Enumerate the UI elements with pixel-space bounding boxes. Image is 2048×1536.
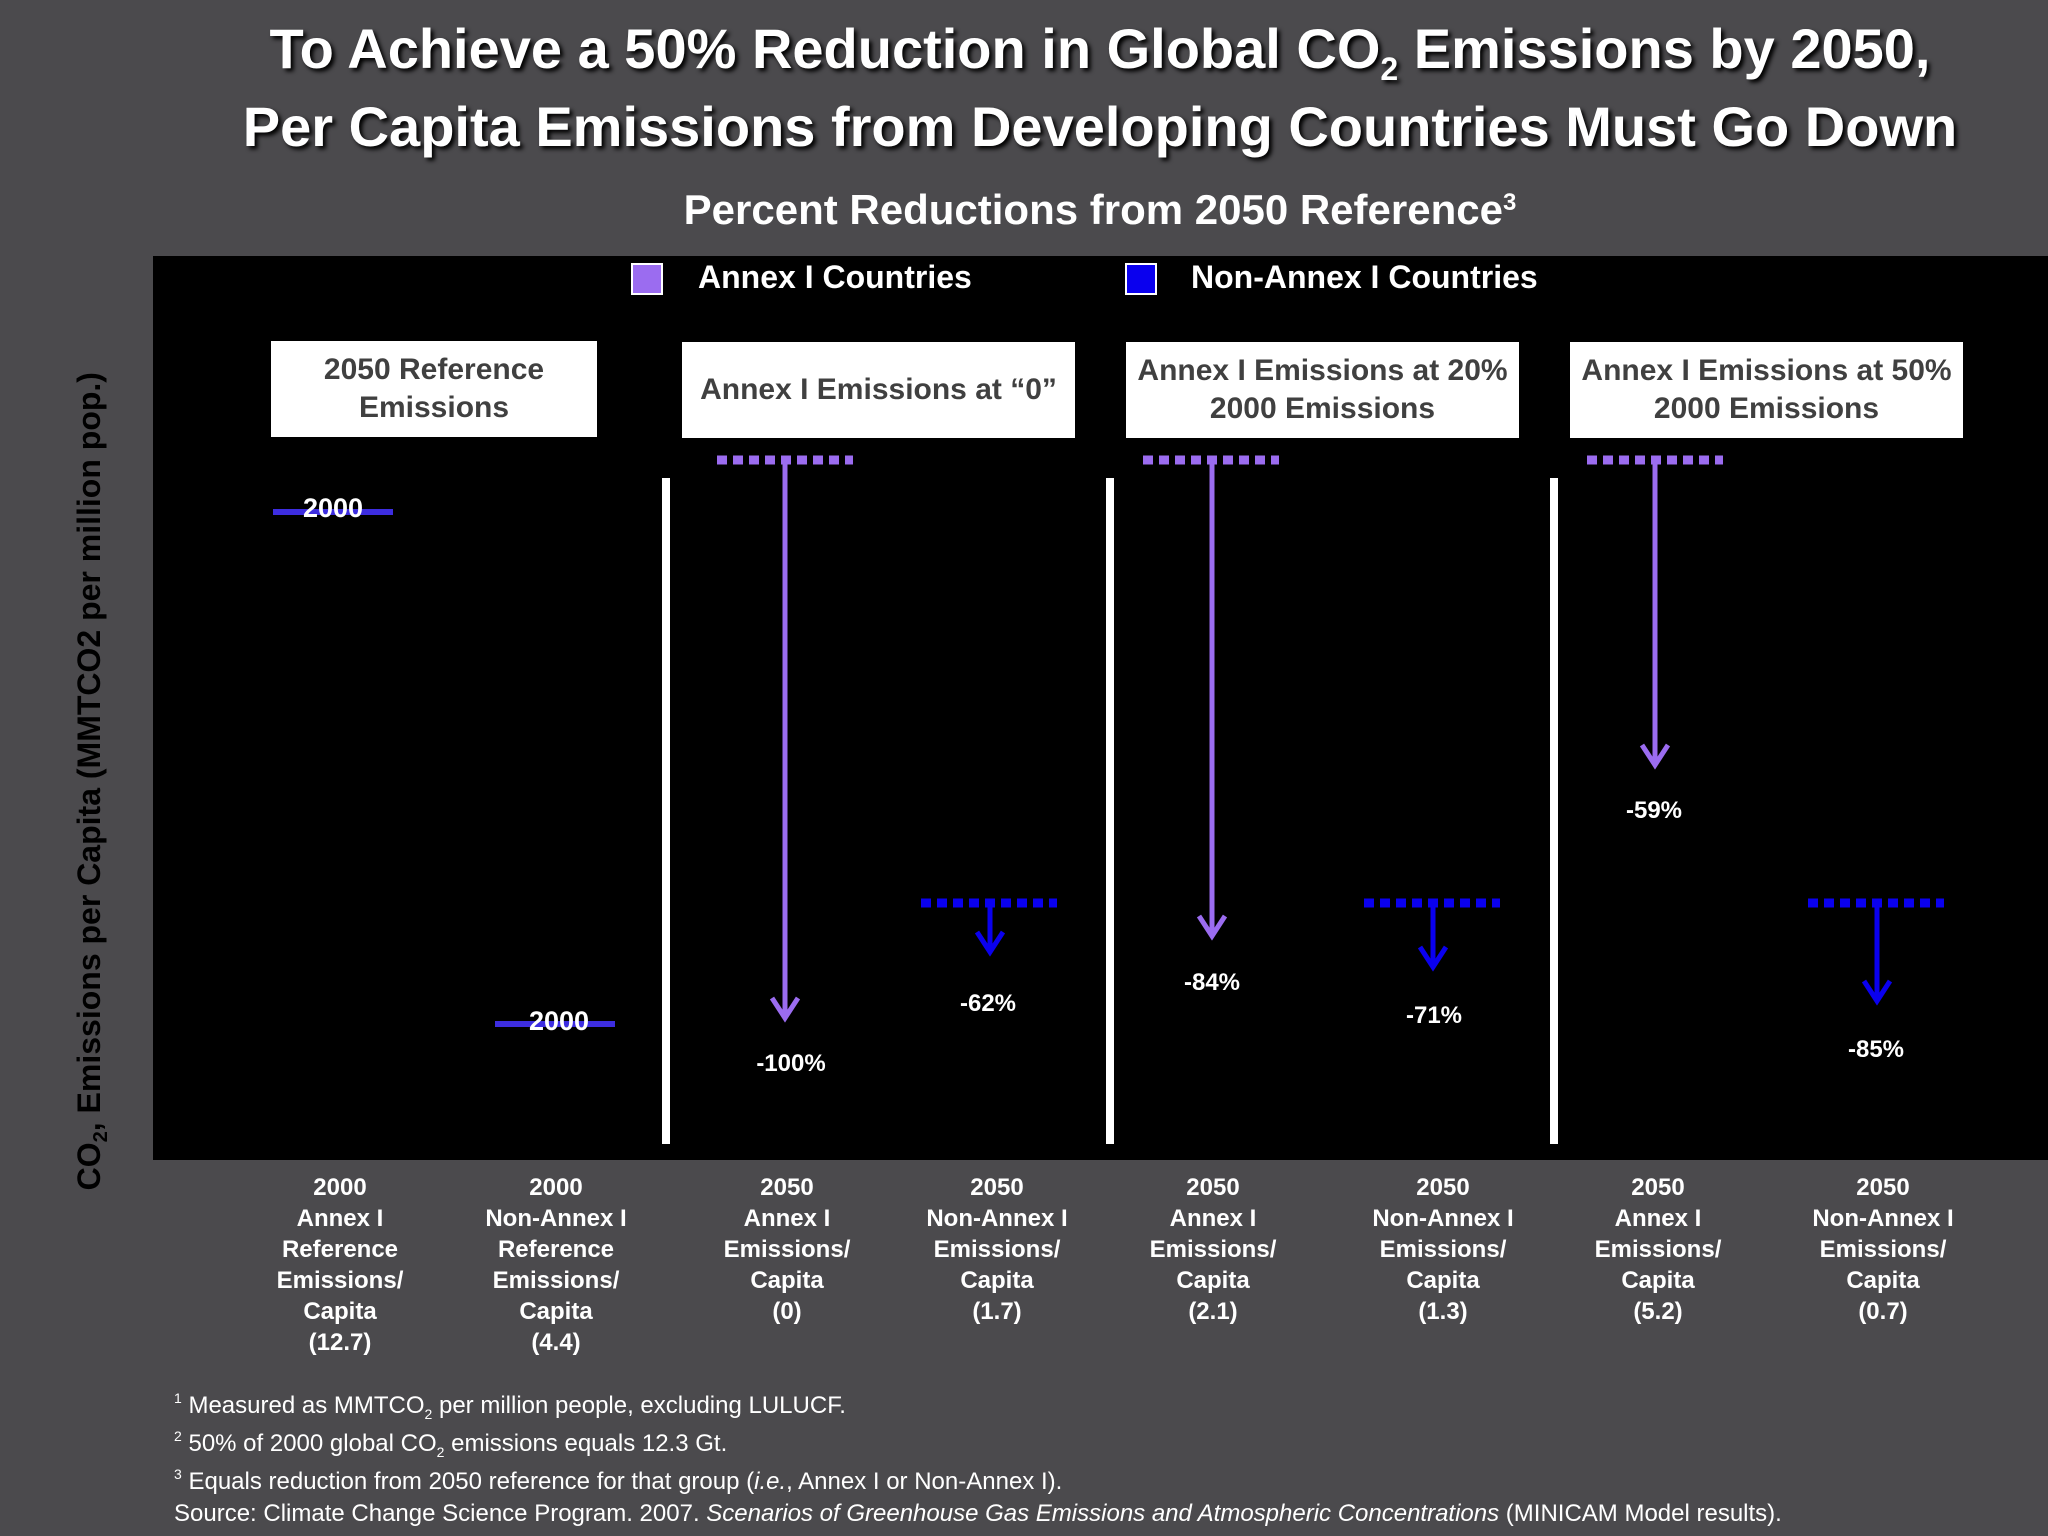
x-axis-category-label: 2050 Non-Annex I Emissions/Capita (1.3) bbox=[1343, 1172, 1543, 1327]
reference-line-non-annex-2000 bbox=[495, 1021, 615, 1027]
panel-title-annex-20pct: Annex I Emissions at 20% 2000 Emissions bbox=[1126, 342, 1519, 438]
x-axis-category-label-line: 2000 bbox=[529, 1174, 583, 1201]
reduction-label: -100% bbox=[756, 1050, 826, 1077]
x-axis-category-label-line: Emissions/ bbox=[1594, 1236, 1722, 1263]
reduction-label: -71% bbox=[1405, 1002, 1463, 1029]
x-axis-category-label: 2050 Non-Annex I Emissions/Capita (0.7) bbox=[1783, 1172, 1983, 1327]
x-axis-category-label-line: (0) bbox=[772, 1298, 802, 1325]
x-axis-category-label: 2050 Annex I Emissions/Capita (5.2) bbox=[1558, 1172, 1758, 1327]
x-axis-category-label-line: Emissions/ bbox=[492, 1267, 620, 1294]
x-axis-category-label-line: Emissions/ bbox=[933, 1236, 1061, 1263]
reduction-arrows bbox=[717, 455, 1944, 1023]
legend-swatch-annex bbox=[631, 263, 663, 295]
source-note: Source: Climate Change Science Program. … bbox=[174, 1500, 1782, 1527]
y-axis-label: CO2, Emissions per Capita (MMTCO2 per mi… bbox=[70, 372, 113, 1191]
x-axis-category-label-line: (1.7) bbox=[972, 1298, 1022, 1325]
x-axis-category-label-line: 2050 bbox=[1631, 1174, 1685, 1201]
non-annex-62pct-arrow bbox=[921, 898, 1057, 957]
x-axis-category-label-line: 2050 bbox=[1186, 1174, 1240, 1201]
x-axis-category-label-line: 2050 bbox=[1856, 1174, 1910, 1201]
panel-title-annex-50pct: Annex I Emissions at 50% 2000 Emissions bbox=[1570, 342, 1963, 438]
x-axis-category-label-line: (0.7) bbox=[1858, 1298, 1908, 1325]
reference-label-annex-2000: 2000 bbox=[302, 493, 364, 523]
reference-line-annex-2000 bbox=[273, 509, 393, 515]
x-axis-category-label-line: Emissions/ bbox=[276, 1267, 404, 1294]
annex-zero-arrow bbox=[717, 455, 853, 1023]
x-axis-category-label-line: Annex I bbox=[296, 1205, 384, 1232]
legend-swatch-non-annex bbox=[1125, 263, 1157, 295]
reduction-label: -85% bbox=[1847, 1036, 1905, 1063]
panel-divider bbox=[1106, 478, 1114, 1144]
chart-title-line1: To Achieve a 50% Reduction in Global CO2… bbox=[269, 17, 1931, 87]
x-axis-category-label-line: 2050 bbox=[970, 1174, 1024, 1201]
panel-title-reference: 2050 Reference Emissions bbox=[271, 341, 597, 437]
chart-subtitle: Percent Reductions from 2050 Reference3 bbox=[683, 186, 1517, 233]
annex-59pct-arrow bbox=[1587, 455, 1723, 770]
x-axis-category-label-line: Capita bbox=[1621, 1267, 1695, 1294]
x-axis-category-label-line: Reference bbox=[281, 1236, 399, 1263]
x-axis-category-label: 2050 Non-Annex I Emissions/Capita (1.7) bbox=[897, 1172, 1097, 1327]
x-axis-category-label-line: Non-Annex I bbox=[485, 1205, 627, 1232]
x-axis-category-label-line: Annex I bbox=[743, 1205, 831, 1232]
x-axis-category-label-line: (2.1) bbox=[1188, 1298, 1238, 1325]
annex-84pct-arrow bbox=[1143, 455, 1279, 941]
x-axis-category-label-line: (1.3) bbox=[1418, 1298, 1468, 1325]
reduction-label: -62% bbox=[959, 990, 1017, 1017]
x-axis-category-label-line: Capita bbox=[750, 1267, 824, 1294]
x-axis-category-label-line: Non-Annex I bbox=[926, 1205, 1068, 1232]
non-annex-85pct-arrow bbox=[1808, 898, 1944, 1006]
reduction-label: -84% bbox=[1183, 969, 1241, 996]
x-axis-category-label-line: Emissions/ bbox=[1379, 1236, 1507, 1263]
x-axis-category-label-line: (12.7) bbox=[308, 1329, 372, 1356]
x-axis-category-label-line: Capita bbox=[303, 1298, 377, 1325]
x-axis-category-label-line: (4.4) bbox=[531, 1329, 581, 1356]
reduction-label: -59% bbox=[1625, 797, 1683, 824]
x-axis-category-label-line: Capita bbox=[1176, 1267, 1250, 1294]
x-axis-category-label-line: Capita bbox=[519, 1298, 593, 1325]
chart-title-line2: Per Capita Emissions from Developing Cou… bbox=[242, 95, 1958, 158]
x-axis-category-label-line: (5.2) bbox=[1633, 1298, 1683, 1325]
plot-area: Annex I Countries Non-Annex I Countries … bbox=[153, 256, 2048, 1160]
x-axis-category-label-line: 2050 bbox=[1416, 1174, 1470, 1201]
x-axis-category-label-line: Capita bbox=[960, 1267, 1034, 1294]
x-axis-category-label-line: Emissions/ bbox=[723, 1236, 851, 1263]
x-axis-category-label: 2000 Non-Annex I Reference Emissions/Capita… bbox=[456, 1172, 656, 1358]
x-axis-category-label: 2050 Annex I Emissions/Capita (0) bbox=[687, 1172, 887, 1327]
panel-title-annex-zero: Annex I Emissions at “0” bbox=[682, 342, 1075, 438]
legend-label-annex: Annex I Countries bbox=[698, 259, 972, 295]
x-axis-category-label-line: 2000 bbox=[313, 1174, 367, 1201]
reference-label-non-annex-2000: 2000 bbox=[528, 1006, 590, 1036]
footnote-2: 2 50% of 2000 global CO2 emissions equal… bbox=[174, 1428, 728, 1460]
x-axis-category-label-line: Non-Annex I bbox=[1372, 1205, 1514, 1232]
x-axis-category-label-line: Capita bbox=[1846, 1267, 1920, 1294]
legend-label-non-annex: Non-Annex I Countries bbox=[1191, 259, 1538, 295]
non-annex-71pct-arrow bbox=[1364, 898, 1500, 972]
panel-divider bbox=[1550, 478, 1558, 1144]
x-axis-category-label-line: Emissions/ bbox=[1149, 1236, 1277, 1263]
x-axis-category-label-line: Non-Annex I bbox=[1812, 1205, 1954, 1232]
x-axis-category-label-line: Capita bbox=[1406, 1267, 1480, 1294]
x-axis-category-label: 2000 Annex I Reference Emissions/Capita (12.… bbox=[240, 1172, 440, 1358]
x-axis-category-label-line: Annex I bbox=[1614, 1205, 1702, 1232]
x-axis-category-label-line: Reference bbox=[497, 1236, 615, 1263]
x-axis-category-label-line: Emissions/ bbox=[1819, 1236, 1947, 1263]
x-axis-category-label-line: 2050 bbox=[760, 1174, 814, 1201]
footnote-3: 3 Equals reduction from 2050 reference f… bbox=[174, 1466, 1063, 1495]
footnote-1: 1 Measured as MMTCO2 per million people,… bbox=[174, 1390, 846, 1422]
x-axis-category-label-line: Annex I bbox=[1169, 1205, 1257, 1232]
panel-divider bbox=[662, 478, 670, 1144]
x-axis-category-label: 2050 Annex I Emissions/Capita (2.1) bbox=[1113, 1172, 1313, 1327]
